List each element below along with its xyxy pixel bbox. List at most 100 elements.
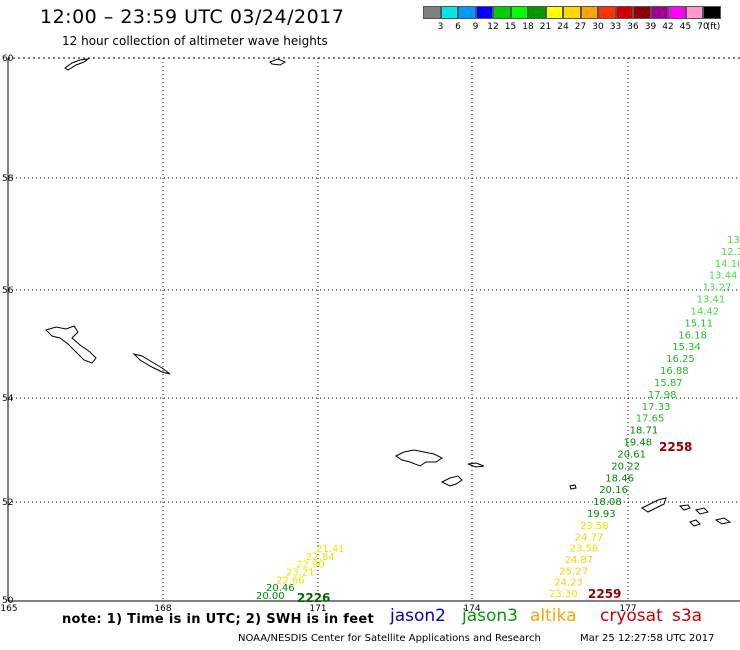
coast-attu-island: [395, 449, 443, 467]
colorbar-swatch: [650, 6, 668, 19]
coast-kamchatka-tip-a: [64, 58, 90, 71]
units-note: note: 1) Time is in UTC; 2) SWH is in fe…: [62, 612, 374, 627]
colorbar-tick-label: 6: [455, 22, 461, 32]
wave-height-label: 17.65: [636, 414, 665, 425]
coast-rat-island-d: [689, 519, 701, 527]
wave-height-label: 20.46: [266, 583, 295, 594]
wave-height-label: 22.84: [306, 552, 335, 563]
colorbar-swatch: [615, 6, 633, 19]
wave-height-label: 15.34: [672, 342, 701, 353]
map-subtitle: 12 hour collection of altimeter wave hei…: [62, 34, 328, 48]
colorbar-swatch: [685, 6, 703, 19]
lon-label-174: 174: [463, 604, 480, 614]
generation-timestamp: Mar 25 12:27:58 UTC 2017: [580, 633, 715, 644]
colorbar-tick-label: 33: [609, 22, 622, 32]
colorbar-swatch: [563, 6, 581, 19]
colorbar-tick-label: 39: [644, 22, 657, 32]
colorbar-tick-label: 36: [627, 22, 639, 32]
colorbar-tick-label: 27: [574, 22, 587, 32]
wave-height-label: 20.00: [256, 591, 285, 602]
wave-height-label: 21.41: [316, 544, 345, 555]
gridlines: [8, 58, 740, 601]
wave-height-label: 18.71: [630, 426, 659, 437]
track-green-north: 13.12.314.1013.4413.2713.4114.4215.1116.…: [587, 235, 740, 520]
wave-height-label: 24.87: [565, 555, 594, 566]
lat-label-54: 54: [2, 394, 14, 404]
map-title: 12:00 – 23:59 UTC 03/24/2017: [40, 6, 345, 28]
wave-height-label: 15.11: [684, 318, 713, 329]
wave-height-label: 12.3: [721, 247, 740, 258]
colorbar-tick-label: 12: [487, 22, 499, 32]
colorbar-labels: 3 6 9 12 15 18 21 24 27 30 33 36 39 42 45 70 (ft): [423, 22, 740, 34]
pass-label-cryosat-north: 2258: [659, 440, 692, 454]
colorbar-tick-label: 21: [539, 22, 552, 32]
colorbar-tick-label: 24: [557, 22, 569, 32]
wave-height-label: 22.66: [276, 575, 305, 586]
wave-height-label: 23.58: [580, 521, 609, 532]
wave-height-label: 19.93: [587, 509, 616, 520]
colorbar-swatch: [528, 6, 546, 19]
pass-label-jason3-west: 2226: [297, 591, 330, 605]
colorbar-tick-label: 9: [472, 22, 479, 32]
colorbar-tick-label: 70: [697, 22, 709, 32]
colorbar-swatch: [598, 6, 616, 19]
wave-height-label: 13.44: [709, 271, 738, 282]
lat-label-58: 58: [2, 174, 14, 184]
wave-height-label: 15.87: [654, 378, 683, 389]
colorbar-tick-label: 30: [592, 22, 604, 32]
map-frame: [7, 57, 740, 602]
coast-rat-island-a: [678, 504, 691, 511]
lat-label-50: 50: [2, 596, 14, 606]
wave-height-label: 16.18: [678, 330, 707, 341]
colorbar-swatch: [458, 6, 476, 19]
wave-height-label: 25.27: [559, 566, 588, 577]
lon-label-171: 171: [309, 604, 326, 614]
wave-height-label: 14.10: [715, 259, 740, 270]
coast-buldir-island: [569, 484, 577, 490]
wave-height-label: 17.98: [648, 390, 677, 401]
lon-label-168: 168: [154, 604, 171, 614]
lat-label-56: 56: [2, 286, 14, 296]
coast-semichi-islands: [467, 462, 485, 468]
wave-height-label: 20.16: [599, 485, 628, 496]
wave-height-label: 13.: [727, 235, 740, 246]
wave-height-label: 17.33: [642, 402, 671, 413]
colorbar-tick-label: 45: [679, 22, 692, 32]
coast-medny-island: [132, 353, 171, 375]
coast-agattu-island: [440, 475, 463, 487]
coast-kamchatka-tip-b: [269, 58, 287, 66]
wave-height-label: 20.22: [611, 461, 640, 472]
colorbar-tick-label: 18: [522, 22, 534, 32]
colorbar-swatch: [423, 6, 441, 19]
legend-jason2: jason2: [390, 606, 446, 626]
colorbar-swatch: [475, 6, 493, 19]
wave-height-label: 23.21: [286, 568, 315, 579]
coast-kiska-island: [641, 497, 667, 513]
wave-height-label: 20.61: [617, 449, 646, 460]
wave-height-label: 22.90: [296, 560, 325, 571]
wave-height-label: 24.23: [554, 578, 583, 589]
colorbar-swatch: [668, 6, 686, 19]
wave-height-label: 16.25: [666, 354, 695, 365]
colorbar-swatch: [545, 6, 563, 19]
lon-label-165: 165: [0, 604, 17, 614]
wave-height-label: 23.30: [549, 589, 578, 600]
pass-label-cryosat-south: 2259: [588, 587, 621, 601]
colorbar-tick-label: 15: [504, 22, 517, 32]
colorbar-tick-label: (ft): [706, 22, 721, 32]
lat-label-60: 60: [2, 54, 14, 64]
colorbar-swatch: [440, 6, 458, 19]
colorbar-swatch: [493, 6, 511, 19]
colorbar-swatch: [703, 6, 721, 19]
coast-rat-island-c: [714, 517, 732, 525]
lat-label-52: 52: [2, 498, 13, 508]
wave-height-label: 18.08: [593, 497, 622, 508]
legend-s3a: s3a: [672, 606, 703, 626]
wave-height-label: 16.88: [660, 366, 689, 377]
legend-cryosat: cryosat: [600, 606, 663, 626]
wave-height-label: 24.77: [575, 532, 604, 543]
wave-height-label: 19.48: [624, 438, 653, 449]
